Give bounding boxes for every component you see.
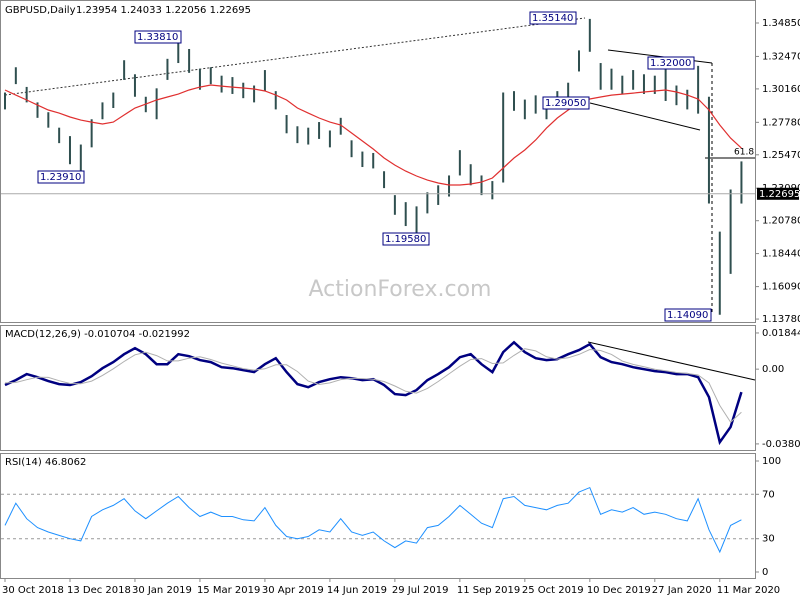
annotation: 1.23910	[40, 172, 81, 183]
x-tick-label: 10 Dec 2019	[587, 585, 651, 596]
x-tick-label: 13 Dec 2018	[67, 585, 131, 596]
rsi-title: RSI(14) 46.8062	[5, 457, 86, 468]
annotation: 1.33810	[137, 32, 178, 43]
annotation-box	[529, 11, 577, 25]
annotation-box	[664, 308, 712, 322]
annotation-box	[134, 30, 182, 44]
x-tick-label: 29 Jul 2019	[392, 585, 449, 596]
y-tick-label: 1.34850	[762, 18, 800, 29]
price-ohlc: 1.23954 1.24033 1.22056 1.22695	[76, 5, 251, 16]
y-tick-label: 1.30160	[762, 84, 800, 95]
trend-line	[589, 102, 701, 131]
y-tick-label: 1.32470	[762, 51, 800, 62]
moving-average	[4, 84, 742, 186]
annotation: 1.19580	[385, 234, 426, 245]
y-tick-label: -0.038095	[762, 439, 800, 450]
y-tick-label: 1.18440	[762, 249, 800, 260]
indicator-line	[4, 486, 742, 554]
annotation: 1.32000	[650, 58, 691, 69]
x-tick-label: 11 Mar 2020	[717, 585, 780, 596]
annotation-box	[542, 96, 590, 110]
trend-line	[4, 17, 586, 96]
y-tick-label: 0.018442	[762, 328, 800, 339]
annotation: 1.35140	[532, 13, 573, 24]
y-tick-label: 100	[762, 456, 781, 467]
y-tick-label: 30	[762, 534, 775, 545]
trend-line	[587, 341, 756, 381]
y-tick-label: 1.20780	[762, 216, 800, 227]
x-tick-label: 27 Jan 2020	[652, 585, 712, 596]
y-tick-label: 1.16090	[762, 282, 800, 293]
macd-title: MACD(12,26,9) -0.010704 -0.021992	[5, 329, 190, 340]
x-tick-label: 15 Mar 2019	[197, 585, 260, 596]
last-price-label: 1.22695	[759, 189, 800, 200]
x-tick-label: 30 Oct 2018	[2, 585, 64, 596]
annotation: 1.14090	[667, 310, 708, 321]
y-tick-label: 1.27780	[762, 117, 800, 128]
macd-panel	[0, 325, 756, 451]
y-tick-label: 0	[762, 567, 768, 578]
x-tick-label: 11 Sep 2019	[457, 585, 520, 596]
annotation-box	[37, 170, 85, 184]
annotation-box	[382, 232, 430, 246]
price-title: GBPUSD,Daily	[5, 5, 76, 16]
x-tick-label: 14 Jun 2019	[327, 585, 387, 596]
x-tick-label: 30 Apr 2019	[262, 585, 324, 596]
indicator-line	[4, 340, 743, 446]
y-tick-label: 1.13780	[762, 314, 800, 325]
x-tick-label: 30 Jan 2019	[132, 585, 192, 596]
y-tick-label: 70	[762, 489, 775, 500]
rsi-panel	[0, 453, 756, 579]
y-tick-label: 0.00	[762, 364, 784, 375]
indicator-line	[4, 348, 742, 423]
annotation: 61.8	[734, 148, 754, 158]
watermark: ActionForex.com	[309, 277, 492, 302]
annotation: 1.29050	[545, 98, 586, 109]
x-tick-label: 25 Oct 2019	[522, 585, 584, 596]
y-tick-label: 1.25470	[762, 150, 800, 161]
price-panel	[0, 0, 756, 323]
last-price-box	[757, 187, 799, 200]
annotation-box	[647, 56, 695, 70]
